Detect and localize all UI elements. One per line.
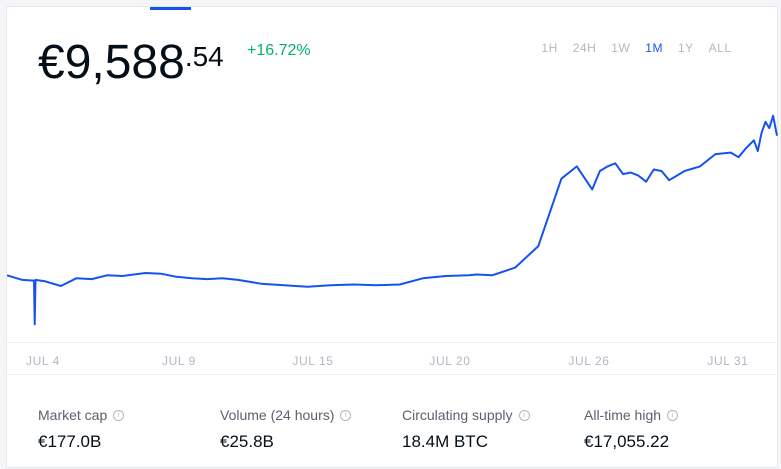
x-tick-label: JUL 9: [162, 354, 196, 368]
stat-value: €25.8B: [220, 432, 274, 451]
info-icon[interactable]: i: [340, 409, 352, 421]
stat-value: 18.4M BTC: [402, 432, 488, 451]
stat-label: Market cap: [38, 407, 108, 423]
stat-label: Circulating supply: [402, 407, 513, 423]
stat-circulating-supply: Circulating supply i 18.4M BTC: [402, 407, 530, 452]
range-1y[interactable]: 1Y: [677, 41, 694, 55]
range-all[interactable]: ALL: [708, 41, 732, 55]
info-icon[interactable]: i: [667, 409, 679, 421]
price-whole: 9,588: [64, 36, 185, 89]
stat-market-cap: Market cap i €177.0B: [38, 407, 125, 452]
chart-svg: [7, 114, 778, 326]
x-tick-label: JUL 20: [429, 354, 471, 368]
stat-volume: Volume (24 hours) i €25.8B: [220, 407, 352, 452]
stat-value: €177.0B: [38, 432, 102, 451]
x-tick-label: JUL 26: [568, 354, 610, 368]
price-line-chart[interactable]: [7, 92, 779, 342]
x-tick-label: JUL 15: [292, 354, 334, 368]
range-24h[interactable]: 24H: [572, 41, 597, 55]
price-change: +16.72%: [247, 42, 311, 59]
time-range-selector: 1H 24H 1W 1M 1Y ALL: [534, 41, 739, 55]
price-cents: .54: [184, 41, 224, 72]
stat-label: Volume (24 hours): [220, 407, 335, 423]
info-icon[interactable]: i: [518, 409, 530, 421]
active-tab-indicator: [150, 7, 191, 10]
x-tick-label: JUL 4: [26, 354, 60, 368]
range-1w[interactable]: 1W: [611, 41, 631, 55]
range-1h[interactable]: 1H: [541, 41, 558, 55]
currency-symbol: €: [38, 36, 65, 89]
stat-value: €17,055.22: [584, 432, 670, 451]
x-tick-label: JUL 31: [707, 354, 749, 368]
info-icon[interactable]: i: [113, 409, 125, 421]
current-price: €9,588.54: [38, 39, 224, 87]
price-chart-card: €9,588.54 +16.72% 1H 24H 1W 1M 1Y ALL JU…: [6, 6, 779, 469]
x-axis: JUL 4 JUL 9 JUL 15 JUL 20 JUL 26 JUL 31: [7, 342, 779, 375]
stat-label: All-time high: [584, 407, 662, 423]
price-series-line: [7, 114, 778, 326]
market-stats: Market cap i €177.0B Volume (24 hours) i €…: [7, 375, 779, 469]
stat-all-time-high: All-time high i €17,055.22: [584, 407, 679, 452]
range-1m[interactable]: 1M: [645, 41, 663, 55]
